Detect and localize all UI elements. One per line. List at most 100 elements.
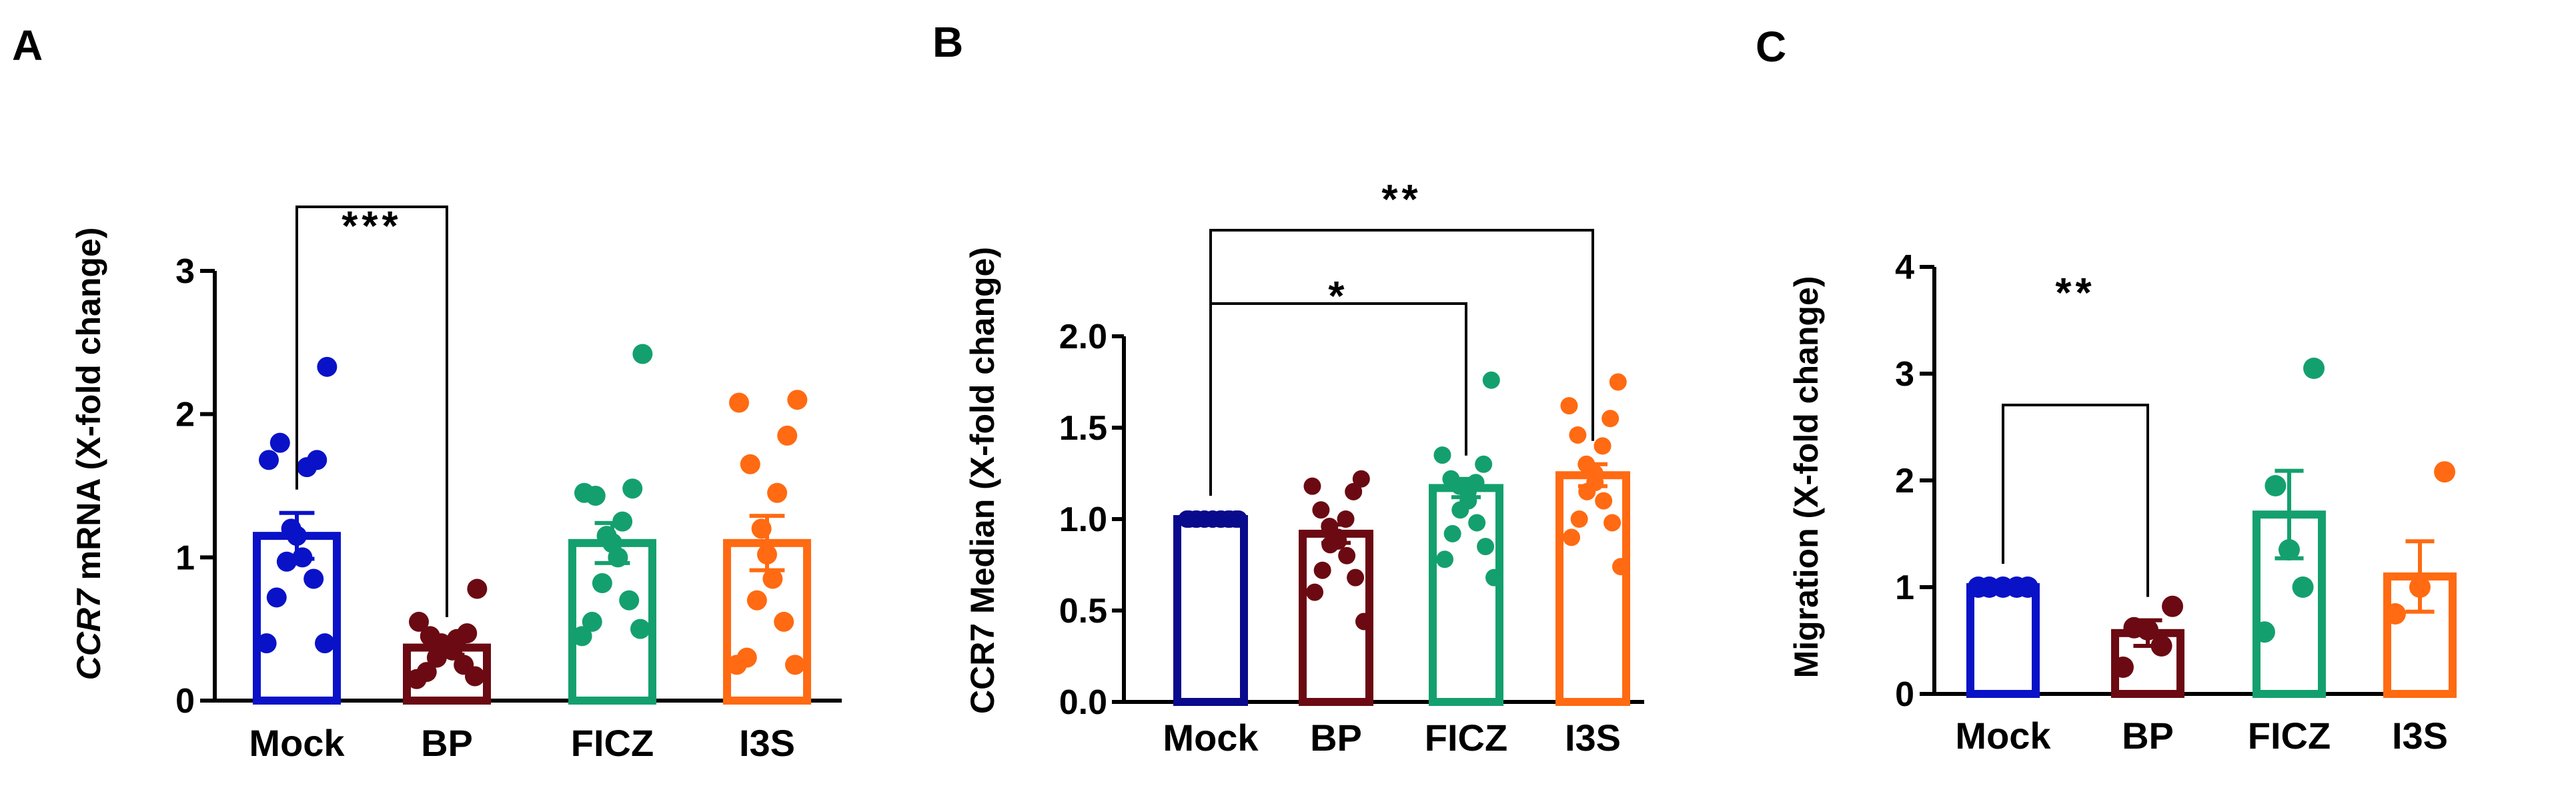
data-point (1570, 510, 1588, 528)
data-point (785, 655, 805, 675)
data-point (1230, 510, 1247, 528)
data-point (762, 568, 783, 589)
bar-i3s (1555, 471, 1630, 706)
data-point (1563, 528, 1581, 546)
data-point (1560, 397, 1578, 415)
data-point (582, 611, 602, 632)
data-point (777, 425, 798, 446)
y-tick-label: 2.0 (1059, 318, 1107, 356)
data-point (276, 551, 297, 572)
data-point (726, 655, 747, 675)
data-point (1967, 576, 1989, 598)
data-point (1338, 546, 1356, 564)
data-point (2292, 576, 2314, 598)
data-point (465, 666, 485, 687)
x-tick-label: I3S (739, 722, 795, 764)
data-point (1436, 550, 1454, 568)
data-point (1347, 568, 1365, 586)
significance-label: * (1328, 274, 1348, 320)
x-tick-label: BP (2122, 715, 2174, 757)
x-tick-label: Mock (249, 722, 345, 764)
data-point (622, 478, 643, 499)
data-point (1355, 613, 1373, 631)
data-point (2112, 657, 2134, 678)
significance-bracket (2002, 404, 2149, 597)
data-point (467, 578, 488, 599)
data-point (1345, 482, 1363, 500)
panel-a: A CCR7 mRNA (X-fold change) 0 1 2 3 Mock BP FI… (12, 21, 842, 764)
panel-a-y-axis-label: CCR7 mRNA (X-fold change) (70, 228, 107, 681)
data-point (572, 626, 592, 647)
data-point (1181, 510, 1199, 528)
data-point (2006, 576, 2028, 598)
data-point (1312, 501, 1330, 519)
data-point (1451, 501, 1469, 519)
x-tick-label: FICZ (2248, 715, 2331, 757)
data-point (1303, 477, 1321, 495)
bar-ficz (1429, 484, 1503, 706)
data-point (426, 647, 447, 668)
x-tick-label: Mock (1955, 715, 2051, 757)
data-point (315, 633, 335, 654)
data-point (585, 486, 606, 506)
y-tick-label: 3 (175, 252, 195, 291)
data-point (592, 572, 612, 593)
significance-label: ** (2055, 270, 2095, 316)
y-tick-label: 1.5 (1059, 409, 1107, 448)
x-tick-label: BP (421, 722, 473, 764)
data-point (774, 611, 794, 632)
data-point (297, 457, 317, 478)
y-tick-label: 1.0 (1059, 500, 1107, 539)
significance-label: *** (342, 204, 402, 250)
data-point (1595, 492, 1613, 510)
data-point (2253, 621, 2275, 643)
data-point (2303, 358, 2325, 379)
x-tick-label: I3S (2392, 715, 2448, 757)
data-point (1485, 568, 1503, 586)
data-point (2162, 595, 2184, 617)
data-point (1475, 455, 1493, 473)
data-point (1603, 514, 1622, 532)
data-point (619, 590, 640, 611)
y-tick-label: 1 (1895, 568, 1914, 607)
bar-mock (1173, 515, 1248, 706)
significance-bracket (1209, 302, 1467, 496)
panel-b: B CCR7 Median (X-fold change) 0.0 0.5 1.0 1… (932, 18, 1644, 759)
x-tick-label: I3S (1565, 717, 1621, 759)
y-tick-label: 2 (175, 396, 195, 434)
panel-c-letter: C (1756, 23, 1786, 71)
y-tick-label: 3 (1895, 355, 1914, 394)
data-point (1569, 426, 1587, 444)
data-point (1593, 437, 1612, 455)
data-point (632, 344, 653, 364)
data-point (2384, 603, 2406, 625)
significance-bracket (1209, 229, 1594, 496)
panel-b-letter: B (932, 18, 963, 66)
data-point (740, 454, 760, 474)
data-point (767, 482, 788, 503)
data-point (317, 356, 338, 377)
data-point (1306, 583, 1324, 601)
data-point (729, 392, 749, 413)
data-point (303, 568, 324, 589)
data-point (1601, 410, 1620, 428)
x-tick-label: FICZ (1425, 717, 1507, 759)
data-point (1468, 514, 1486, 532)
data-point (1482, 371, 1500, 389)
data-point (2265, 475, 2287, 496)
panel-a-plot: 0 1 2 3 Mock BP FICZ I3S *** (175, 204, 842, 764)
data-point (1313, 561, 1331, 579)
data-point (269, 432, 290, 453)
data-point (630, 619, 650, 639)
y-tick-label: 0 (175, 682, 195, 721)
y-tick-label: 0 (1895, 675, 1914, 714)
significance-bracket (295, 206, 448, 617)
data-point (1609, 373, 1627, 391)
panel-c-y-axis-label: Migration (X-fold change) (1788, 276, 1825, 679)
data-point (1612, 558, 1630, 576)
y-tick-label: 0.5 (1059, 592, 1107, 631)
y-tick-label: 4 (1895, 248, 1914, 287)
y-tick-label: 1 (175, 538, 195, 577)
panel-b-y-axis-label: CCR7 Median (X-fold change) (964, 247, 1001, 714)
